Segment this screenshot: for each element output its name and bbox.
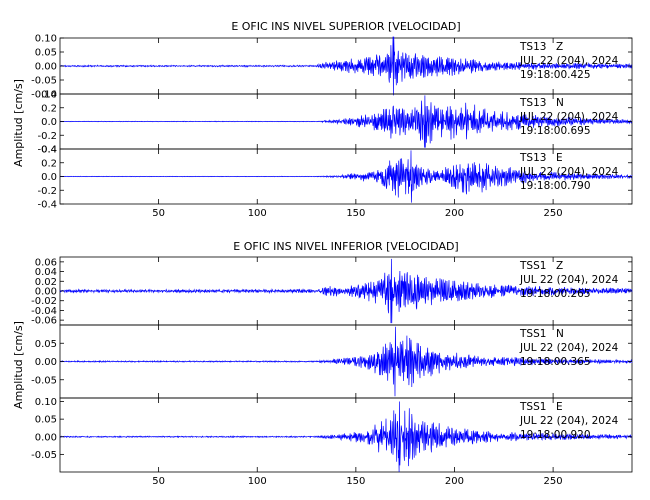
x-tick-label: 100 [248,476,267,487]
waveform-line [59,326,633,397]
station-label: TSS1 [519,260,546,272]
station-label: TSS1 [519,328,546,340]
station-label: TS13 [519,152,546,164]
waveform-line [59,258,633,324]
y-tick-label: 0.06 [35,257,57,268]
x-tick-label: 100 [248,208,267,219]
component-label: Z [556,260,563,272]
station-label: TS13 [519,97,546,109]
trace-date: JUL 22 (204), 2024 [519,55,619,67]
y-tick-label: -0.2 [37,131,57,142]
y-tick-label: -0.10 [31,90,57,101]
trace-time: 19:18:00.790 [520,180,591,192]
component-label: E [556,401,563,413]
component-label: Z [556,41,563,53]
x-tick-label: 250 [544,476,563,487]
trace-time: 19:18:00.695 [520,125,591,137]
waveform-line [59,36,633,96]
trace-panel: 0.4 0.2 0.0 -0.2 -0.4 TS13 E JUL 22 (204), 2024… [37,145,633,211]
lower-seismogram-chart: E OFIC INS NIVEL INFERIOR [VELOCIDAD] Am… [12,240,633,487]
y-tick-label: 0.10 [35,34,57,45]
trace-panel: 0.10 0.05 0.00 -0.05 TSS1 E JUL 22 (204), 2024… [31,397,633,473]
lower-y-axis-label: Amplitud [cm/s] [12,321,25,409]
y-tick-label: -0.04 [31,306,57,317]
lower-x-axis: 50 100 150 200 250 [152,257,563,487]
y-tick-label: 0.00 [35,287,57,298]
upper-x-axis: 50 100 150 200 250 [152,38,563,219]
y-tick-label: -0.2 [37,186,57,197]
y-tick-label: 0.05 [35,339,57,350]
y-tick-label: 0.4 [41,90,57,101]
x-tick-label: 150 [346,208,365,219]
y-tick-label: 0.0 [41,117,57,128]
y-tick-label: -0.4 [37,145,57,156]
trace-time: 19:18:00.265 [520,288,591,300]
y-tick-label: 0.0 [41,172,57,183]
x-tick-label: 50 [152,476,165,487]
trace-date: JUL 22 (204), 2024 [519,274,619,286]
y-tick-label: 0.05 [35,415,57,426]
waveform-line [59,95,633,148]
waveform-line [59,401,633,473]
lower-chart-title: E OFIC INS NIVEL INFERIOR [VELOCIDAD] [233,240,458,253]
component-label: E [556,152,563,164]
upper-traces: 0.10 0.05 0.00 -0.05 -0.10 TS13 Z JUL 22 (204),… [31,34,633,211]
y-tick-label: -0.4 [37,200,57,211]
trace-panel: 0.10 0.05 0.00 -0.05 -0.10 TS13 Z JUL 22 (204),… [31,34,633,101]
trace-panel: 0.05 0.00 -0.05 TSS1 N JUL 22 (204), 2024 19:1… [31,324,633,399]
trace-date: JUL 22 (204), 2024 [519,415,619,427]
trace-panel: 0.060.040.020.00-0.02-0.04-0.06 TSS1 Z JUL … [31,256,633,327]
x-tick-label: 250 [544,208,563,219]
y-tick-label: -0.02 [31,296,57,307]
component-label: N [556,328,564,340]
x-tick-label: 150 [346,476,365,487]
y-tick-label: 0.00 [35,62,57,73]
component-label: N [556,97,564,109]
y-tick-label: 0.05 [35,48,57,59]
y-tick-label: -0.05 [31,375,57,386]
trace-time: 19:18:00.920 [520,429,591,441]
station-label: TSS1 [519,401,546,413]
station-label: TS13 [519,41,546,53]
y-tick-label: 0.10 [35,397,57,408]
x-tick-label: 50 [152,208,165,219]
y-tick-label: -0.05 [31,450,57,461]
x-tick-label: 200 [445,476,464,487]
trace-time: 19:18:00.365 [520,356,591,368]
trace-date: JUL 22 (204), 2024 [519,111,619,123]
upper-chart-title: E OFIC INS NIVEL SUPERIOR [VELOCIDAD] [231,20,460,33]
trace-date: JUL 22 (204), 2024 [519,166,619,178]
upper-y-axis-label: Amplitud [cm/s] [12,79,25,167]
y-tick-label: 0.00 [35,357,57,368]
y-tick-label: 0.2 [41,158,57,169]
y-tick-label: 0.4 [41,145,57,156]
trace-time: 19:18:00.425 [520,69,591,81]
trace-date: JUL 22 (204), 2024 [519,342,619,354]
y-tick-label: -0.06 [31,316,57,327]
waveform-line [59,150,633,203]
trace-panel-frame [59,397,633,473]
upper-seismogram-chart: E OFIC INS NIVEL SUPERIOR [VELOCIDAD] Am… [12,20,633,219]
y-tick-label: 0.02 [35,277,57,288]
y-tick-label: 0.04 [35,267,57,278]
y-tick-label: -0.05 [31,76,57,87]
x-tick-label: 200 [445,208,464,219]
y-tick-label: 0.00 [35,432,57,443]
y-tick-label: 0.2 [41,103,57,114]
trace-panel: 0.4 0.2 0.0 -0.2 -0.4 TS13 N JUL 22 (204), 2024… [37,90,633,156]
